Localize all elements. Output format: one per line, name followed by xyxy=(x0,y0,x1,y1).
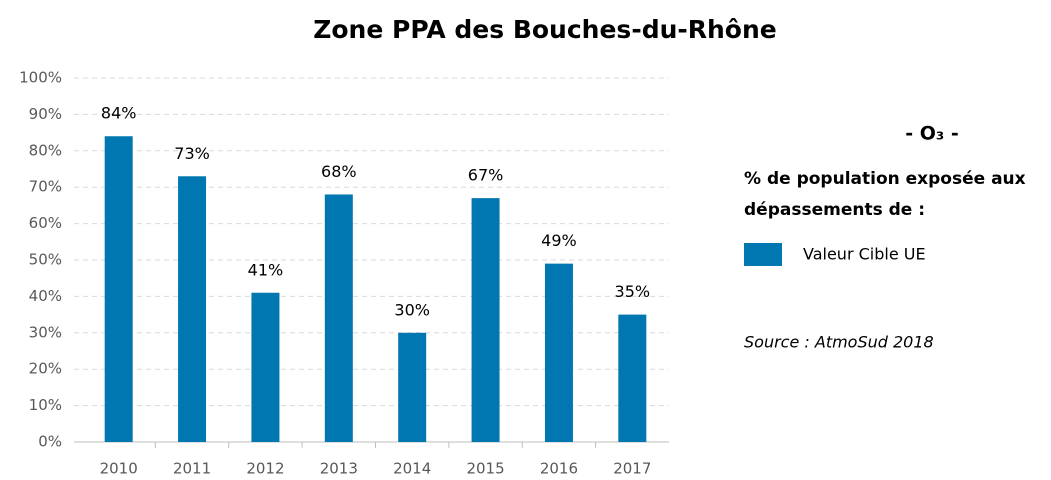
x-tick-label: 2015 xyxy=(466,460,504,478)
bar xyxy=(251,292,280,442)
y-tick-label: 40% xyxy=(29,287,62,305)
bar xyxy=(178,176,207,442)
y-tick-label: 80% xyxy=(29,141,62,159)
value-label: 49% xyxy=(541,231,577,250)
bar xyxy=(544,263,573,442)
value-label: 35% xyxy=(615,282,651,301)
x-tick-label: 2014 xyxy=(393,460,431,478)
y-tick-label: 60% xyxy=(29,214,62,232)
legend-label: Valeur Cible UE xyxy=(803,245,926,264)
y-tick-label: 90% xyxy=(29,105,62,123)
x-tick-label: 2013 xyxy=(320,460,358,478)
value-label: 68% xyxy=(321,162,357,181)
y-tick-label: 10% xyxy=(29,396,62,414)
legend-swatch xyxy=(744,243,782,266)
y-tick-label: 30% xyxy=(29,323,62,341)
value-label: 73% xyxy=(174,144,210,163)
description-line: dépassements de : xyxy=(744,200,925,220)
bar xyxy=(471,198,500,442)
chart-title: Zone PPA des Bouches-du-Rhône xyxy=(313,15,777,44)
y-tick-label: 0% xyxy=(38,433,62,451)
y-tick-label: 50% xyxy=(29,251,62,269)
x-tick-label: 2010 xyxy=(100,460,138,478)
bar xyxy=(324,194,353,442)
value-label: 30% xyxy=(394,300,430,319)
bar xyxy=(398,332,427,442)
y-tick-label: 20% xyxy=(29,360,62,378)
bar xyxy=(104,136,133,443)
value-label: 84% xyxy=(101,104,137,123)
value-label: 67% xyxy=(468,166,504,185)
value-label: 41% xyxy=(248,260,284,279)
x-tick-label: 2012 xyxy=(246,460,284,478)
y-tick-label: 100% xyxy=(19,69,62,87)
description-line: % de population exposée aux xyxy=(744,169,1026,189)
x-tick-label: 2011 xyxy=(173,460,211,478)
x-tick-label: 2016 xyxy=(540,460,578,478)
bar xyxy=(618,314,647,442)
y-tick-label: 70% xyxy=(29,178,62,196)
pollutant-label: - O₃ - xyxy=(905,123,958,145)
x-tick-label: 2017 xyxy=(613,460,651,478)
source-note: Source : AtmoSud 2018 xyxy=(744,333,934,352)
